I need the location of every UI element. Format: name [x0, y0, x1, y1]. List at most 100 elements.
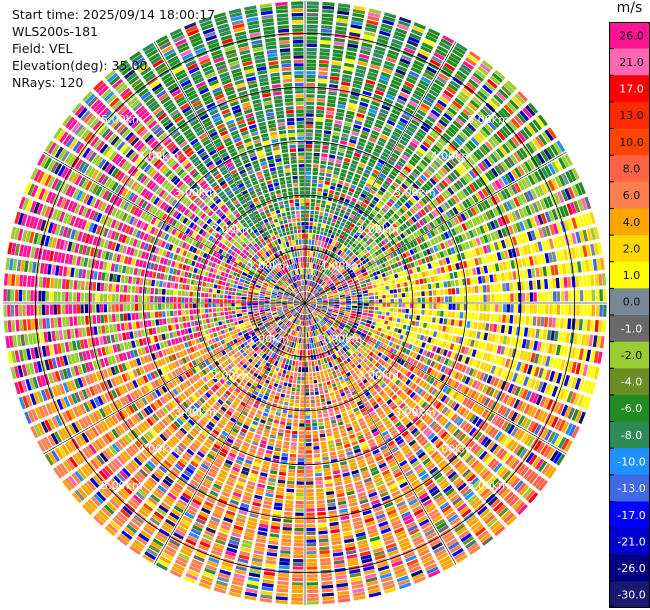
- velocity-bin: [464, 356, 470, 365]
- velocity-bin: [398, 413, 406, 420]
- velocity-bin: [329, 251, 334, 258]
- velocity-bin: [359, 49, 371, 56]
- velocity-bin: [520, 417, 529, 428]
- velocity-bin: [295, 396, 300, 400]
- velocity-bin: [473, 462, 483, 472]
- velocity-bin: [401, 168, 409, 176]
- velocity-bin: [501, 125, 512, 136]
- velocity-bin: [293, 543, 304, 547]
- velocity-bin: [287, 386, 292, 391]
- velocity-bin: [291, 589, 304, 593]
- velocity-bin: [333, 279, 339, 284]
- velocity-bin: [425, 563, 437, 572]
- velocity-bin: [320, 292, 326, 296]
- velocity-bin: [425, 445, 434, 453]
- velocity-bin: [519, 402, 527, 413]
- velocity-bin: [429, 297, 433, 303]
- velocity-bin: [329, 348, 334, 355]
- velocity-bin: [328, 238, 333, 245]
- velocity-bin: [390, 216, 397, 222]
- velocity-bin: [577, 199, 585, 212]
- velocity-bin: [399, 233, 406, 239]
- velocity-bin: [371, 235, 377, 240]
- velocity-bin: [311, 411, 316, 415]
- velocity-bin: [467, 348, 473, 356]
- velocity-bin: [410, 28, 423, 37]
- velocity-bin: [423, 559, 436, 568]
- velocity-bin: [322, 268, 327, 274]
- velocity-bin: [327, 271, 332, 277]
- velocity-bin: [447, 187, 455, 195]
- velocity-bin: [414, 386, 421, 393]
- velocity-bin: [457, 271, 462, 278]
- velocity-bin: [375, 322, 380, 327]
- velocity-bin: [462, 409, 470, 418]
- velocity-bin: [394, 497, 404, 504]
- velocity-bin: [557, 191, 565, 203]
- velocity-bin: [276, 440, 283, 445]
- velocity-bin: [317, 375, 321, 380]
- velocity-bin: [332, 135, 340, 140]
- velocity-bin: [387, 321, 392, 326]
- velocity-bin: [388, 87, 398, 94]
- velocity-bin: [399, 225, 405, 232]
- velocity-bin: [533, 440, 543, 452]
- velocity-bin: [270, 390, 276, 395]
- velocity-bin: [305, 350, 308, 356]
- velocity-bin: [396, 399, 403, 406]
- velocity-bin: [430, 338, 436, 344]
- velocity-bin: [482, 490, 493, 501]
- velocity-bin: [507, 475, 518, 486]
- velocity-bin: [385, 221, 391, 228]
- velocity-bin: [274, 395, 280, 400]
- velocity-bin: [439, 348, 445, 355]
- velocity-bin: [478, 351, 484, 360]
- velocity-bin: [453, 45, 466, 55]
- velocity-bin: [402, 252, 408, 259]
- velocity-bin: [317, 271, 321, 277]
- velocity-bin: [415, 245, 421, 252]
- velocity-bin: [317, 303, 323, 305]
- velocity-bin: [590, 274, 595, 287]
- velocity-bin: [451, 441, 460, 450]
- velocity-bin: [432, 515, 443, 524]
- velocity-bin: [325, 114, 334, 119]
- velocity-bin: [494, 431, 503, 441]
- velocity-bin: [343, 328, 349, 334]
- velocity-bin: [356, 65, 367, 71]
- velocity-bin: [537, 241, 543, 252]
- velocity-bin: [356, 455, 364, 461]
- velocity-bin: [419, 278, 424, 284]
- velocity-bin: [351, 390, 357, 396]
- velocity-bin: [530, 243, 536, 254]
- velocity-bin: [405, 371, 412, 378]
- velocity-bin: [335, 329, 341, 334]
- velocity-bin: [409, 241, 415, 248]
- velocity-bin: [397, 456, 405, 463]
- velocity-bin: [310, 403, 316, 407]
- velocity-bin: [396, 389, 403, 396]
- velocity-bin: [474, 404, 482, 414]
- velocity-bin: [459, 177, 468, 186]
- velocity-bin: [313, 379, 318, 384]
- velocity-bin: [369, 189, 376, 195]
- velocity-bin: [376, 203, 383, 209]
- velocity-bin: [469, 99, 480, 109]
- velocity-bin: [449, 517, 461, 526]
- velocity-bin: [575, 362, 582, 375]
- velocity-bin: [370, 325, 375, 329]
- velocity-bin: [266, 556, 277, 561]
- velocity-bin: [305, 376, 309, 381]
- velocity-bin: [503, 437, 512, 448]
- velocity-bin: [396, 438, 405, 446]
- velocity-bin: [398, 157, 407, 165]
- velocity-bin: [306, 71, 316, 75]
- velocity-bin: [506, 304, 510, 313]
- velocity-bin: [296, 489, 304, 493]
- velocity-bin: [355, 316, 361, 321]
- velocity-bin: [480, 436, 489, 446]
- velocity-bin: [554, 176, 563, 188]
- velocity-bin: [281, 452, 289, 457]
- velocity-bin: [358, 105, 368, 111]
- velocity-bin: [386, 372, 392, 378]
